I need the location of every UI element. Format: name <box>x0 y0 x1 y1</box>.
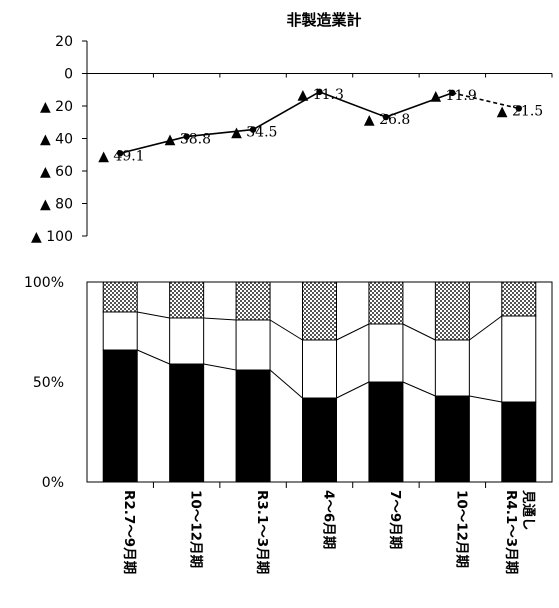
bar-segment <box>368 381 404 483</box>
x-category-label: 10～12月期 <box>453 490 469 568</box>
y-tick-label: 0 <box>64 67 73 83</box>
x-category-label: R2.7～9月期 <box>121 490 137 574</box>
bar-segment <box>102 281 138 313</box>
y-tick-label: ▲ 100 <box>31 229 73 245</box>
x-category-label: 見通し <box>520 489 536 531</box>
bar-segment <box>302 339 337 399</box>
data-point <box>316 88 323 96</box>
series-line-segment <box>186 128 254 138</box>
data-point <box>249 126 257 133</box>
series-connector-line <box>269 319 303 341</box>
data-label: ▲ 21.5 <box>497 103 543 119</box>
bar-segment <box>501 281 537 317</box>
series-connector-line <box>402 381 436 397</box>
y-tick-label: 100% <box>24 275 64 291</box>
series-line-segment <box>385 92 453 118</box>
line-chart: 20 0 ▲ 20 ▲ 40 ▲ 60 ▲ 80 ▲ 100 ▲ 49.1 ▲ 38.8 ▲ 34… <box>31 34 553 245</box>
y-tick-label: ▲ 60 <box>40 164 73 180</box>
data-label: ▲ 11.9 <box>430 88 476 104</box>
y-tick-label: ▲ 20 <box>40 99 73 115</box>
x-category-label: 4～6月期 <box>321 490 337 549</box>
bar-segment <box>434 339 470 397</box>
stacked-bar-chart: 100% 50% 0% R2.7～9月期 10～12月期 R3.1～3月期 4～6月期 7～9… <box>24 275 553 574</box>
series-connector-line <box>203 363 237 371</box>
data-label: ▲ 26.8 <box>364 112 410 128</box>
series-line-segment <box>252 91 320 131</box>
y-tick-label: 50% <box>33 375 64 391</box>
bar-segment <box>235 369 271 483</box>
bar-segment <box>302 397 337 483</box>
bar-segment <box>102 311 138 351</box>
bar-segment <box>368 323 404 383</box>
bar-segment <box>302 281 337 341</box>
series-connector-line <box>336 323 370 341</box>
line-chart-title: 非製造業計 <box>286 11 361 29</box>
bar-segment <box>235 319 271 371</box>
bar-segment <box>102 349 138 483</box>
bar-segment <box>169 281 205 319</box>
bar-segment <box>169 363 205 483</box>
series-line-segment <box>319 91 387 118</box>
x-category-label: 10～12月期 <box>188 490 204 568</box>
bar-segment <box>169 317 205 365</box>
plot-frame <box>86 281 553 483</box>
bar-segment <box>235 281 271 321</box>
data-label: ▲ 11.3 <box>298 87 344 103</box>
series-connector-line <box>203 317 237 321</box>
bar-segment <box>434 395 470 483</box>
y-tick-label: 0% <box>42 475 64 491</box>
bar-segment <box>501 401 537 483</box>
x-category-label: R3.1～3月期 <box>254 490 270 574</box>
series-connector-line <box>137 311 170 319</box>
bar-segment <box>368 281 404 325</box>
series-connector-line <box>137 349 170 365</box>
data-point <box>449 89 456 97</box>
series-connector-line <box>469 315 503 341</box>
data-point <box>515 105 522 112</box>
series-connector-line <box>336 381 370 399</box>
x-category-label: 7～9月期 <box>387 490 403 549</box>
data-label: ▲ 38.8 <box>165 132 211 148</box>
bar-segment <box>434 281 470 341</box>
y-tick-label: ▲ 80 <box>40 197 73 213</box>
data-point <box>117 150 124 157</box>
series-connector-line <box>402 323 436 341</box>
series-connector-line <box>269 369 303 399</box>
bar-segment <box>501 315 537 403</box>
data-label: ▲ 49.1 <box>98 148 144 164</box>
y-tick-label: ▲ 40 <box>40 132 73 148</box>
series-line-segment <box>120 135 187 155</box>
x-category-label: R4.1～3月期 <box>503 490 519 574</box>
series-connector-line <box>469 395 502 403</box>
y-tick-label: 20 <box>55 34 73 50</box>
data-point <box>183 133 190 140</box>
series-line-segment <box>452 92 519 110</box>
data-point <box>382 113 390 121</box>
data-label: ▲ 34.5 <box>231 125 277 141</box>
